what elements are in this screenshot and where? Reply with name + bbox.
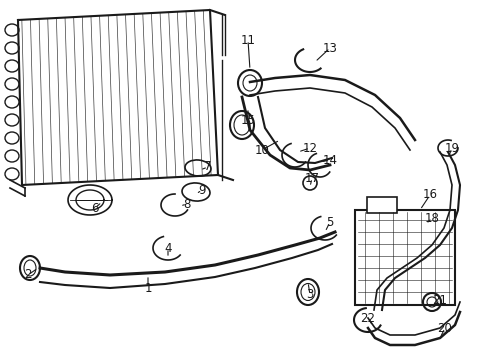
Text: 20: 20 [437,322,452,335]
Text: 9: 9 [198,183,205,196]
Text: 18: 18 [424,211,439,225]
Text: 17: 17 [304,171,319,185]
Text: 16: 16 [422,188,437,201]
Text: 14: 14 [322,154,337,166]
Text: 6: 6 [91,201,99,215]
Text: 2: 2 [24,268,31,282]
Text: 21: 21 [432,293,447,307]
Text: 13: 13 [322,41,337,55]
Text: 15: 15 [240,114,255,126]
Text: 19: 19 [443,141,458,155]
Text: 8: 8 [183,197,190,211]
Text: 7: 7 [204,161,212,174]
FancyBboxPatch shape [354,210,454,305]
Text: 4: 4 [164,241,171,255]
Text: 10: 10 [254,144,269,156]
Text: 3: 3 [306,288,313,302]
Text: 22: 22 [360,312,375,325]
Text: 5: 5 [326,216,333,228]
Text: 1: 1 [144,282,151,295]
FancyBboxPatch shape [366,197,396,213]
Text: 11: 11 [240,34,255,46]
Text: 12: 12 [302,141,317,155]
